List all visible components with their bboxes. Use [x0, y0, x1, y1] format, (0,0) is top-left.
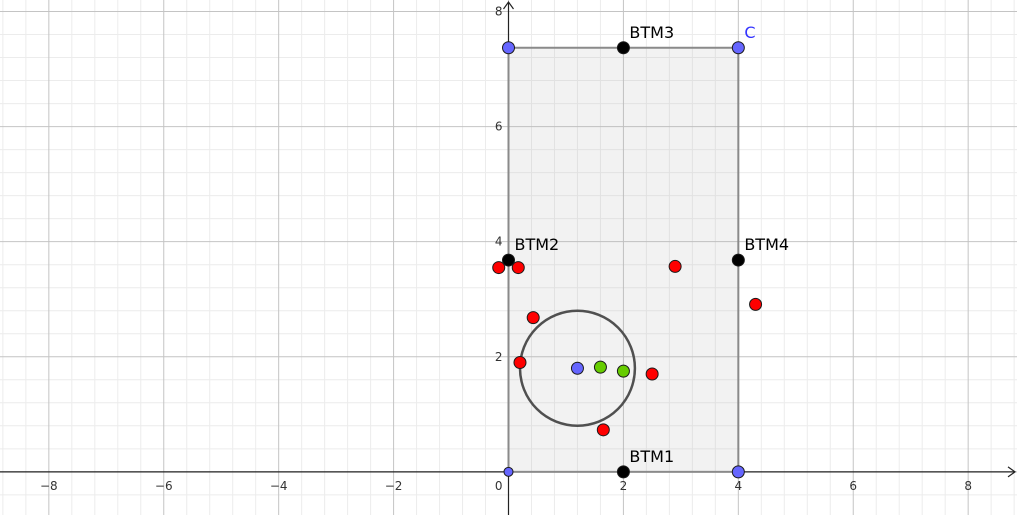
label-BTM3: BTM3 — [629, 23, 674, 42]
x-tick-label: 6 — [849, 479, 857, 493]
x-tick-label: −2 — [385, 479, 403, 493]
y-tick-label: 2 — [495, 350, 503, 364]
point-origin-vertex[interactable] — [503, 466, 514, 477]
point-red-7[interactable] — [645, 367, 659, 381]
y-tick-label: 4 — [495, 235, 503, 249]
point-C[interactable] — [731, 41, 745, 55]
x-tick-label: 8 — [964, 479, 972, 493]
x-tick-label: 2 — [620, 479, 628, 493]
point-BTM3[interactable] — [616, 41, 630, 55]
y-axis-arrow — [503, 0, 514, 10]
origin-label: 0 — [495, 479, 503, 493]
point-BTM2[interactable] — [502, 253, 515, 267]
point-red-6[interactable] — [749, 297, 763, 311]
y-tick-label: 6 — [495, 120, 503, 134]
shapes — [507, 46, 740, 473]
label-BTM4: BTM4 — [744, 235, 789, 254]
point-red-3[interactable] — [526, 311, 540, 325]
point-green-1[interactable] — [593, 360, 607, 374]
point-top-left-vertex[interactable] — [502, 41, 515, 55]
point-labels: C BTM1 BTM2 BTM3 BTM4 — [515, 23, 790, 466]
point-BTM4[interactable] — [731, 253, 745, 267]
point-red-8[interactable] — [596, 423, 610, 437]
points — [492, 41, 763, 479]
point-red-1[interactable] — [492, 261, 506, 275]
x-tick-label: −4 — [270, 479, 288, 493]
point-bottom-right-vertex[interactable] — [731, 465, 745, 479]
point-circle-center[interactable] — [570, 361, 584, 375]
x-axis-arrow — [1007, 466, 1017, 478]
x-tick-label: −8 — [40, 479, 58, 493]
label-BTM1: BTM1 — [629, 447, 674, 466]
point-red-2[interactable] — [511, 261, 525, 275]
label-BTM2: BTM2 — [515, 235, 560, 254]
point-red-5[interactable] — [668, 259, 682, 273]
tick-labels: −8 −6 −4 −2 2 4 6 8 2 4 6 8 0 — [40, 5, 972, 493]
point-green-2[interactable] — [616, 364, 630, 378]
y-tick-label: 8 — [495, 5, 503, 19]
x-tick-label: 4 — [735, 479, 743, 493]
point-BTM1[interactable] — [616, 465, 630, 479]
point-red-4[interactable] — [513, 356, 527, 370]
label-C: C — [744, 23, 755, 42]
x-tick-label: −6 — [155, 479, 173, 493]
rectangle-polygon[interactable] — [507, 46, 740, 473]
